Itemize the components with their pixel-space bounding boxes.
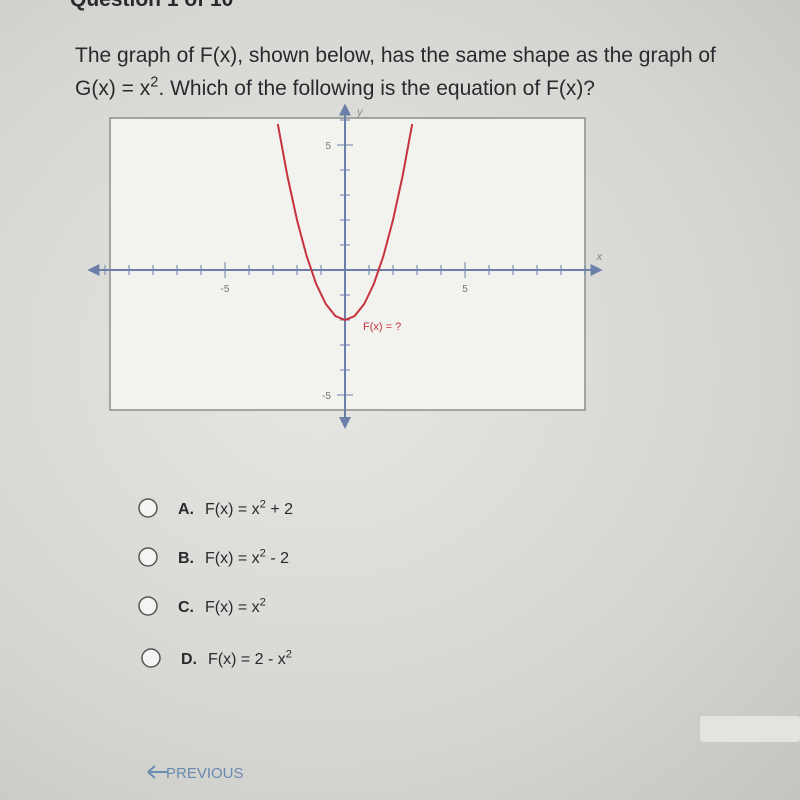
text-part: F(x) = x	[205, 550, 260, 567]
graph-frame	[109, 117, 586, 411]
y-tick-label: -5	[322, 391, 331, 402]
option-text: F(x) = x2	[205, 597, 266, 616]
radio-button[interactable]	[138, 547, 158, 567]
superscript: 2	[260, 499, 266, 511]
text-part: F(x) = 2 - x	[208, 651, 286, 668]
curve	[276, 123, 414, 322]
radio-button[interactable]	[138, 498, 158, 518]
option-letter: C.	[178, 599, 194, 616]
x-axis-label: x	[596, 251, 603, 263]
superscript: 2	[286, 649, 292, 661]
text-part: . Which of the following is the equation…	[158, 77, 595, 100]
text-part: F(x) = x	[205, 599, 260, 616]
radio-button[interactable]	[141, 648, 161, 668]
text-part: - 2	[266, 550, 289, 567]
question-line: The graph of F(x), shown below, has the …	[75, 44, 716, 67]
x-tick-label: -5	[221, 284, 230, 295]
option-text: F(x) = x2 + 2	[205, 499, 293, 518]
option-text: F(x) = x2 - 2	[205, 548, 289, 567]
header-title: Question 1 of 10	[70, 0, 233, 11]
y-tick-label: 5	[325, 141, 331, 152]
curve-label: F(x) = ?	[363, 321, 401, 333]
option-letter: D.	[181, 651, 197, 668]
text-part: F(x) = x	[205, 501, 260, 518]
radio-button[interactable]	[138, 596, 158, 616]
previous-arrow[interactable]	[147, 765, 168, 779]
option-letter: B.	[178, 550, 194, 567]
option-letter: A.	[178, 501, 194, 518]
previous-button[interactable]: PREVIOUS	[166, 765, 244, 782]
text-part: G(x) = x	[75, 77, 151, 100]
submit-button[interactable]	[700, 716, 800, 742]
superscript: 2	[260, 597, 266, 609]
superscript: 2	[260, 548, 266, 560]
superscript: 2	[150, 75, 158, 91]
y-axis-label: y	[356, 107, 364, 119]
x-tick-label: 5	[462, 284, 468, 295]
question-line: G(x) = x2. Which of the following is the…	[75, 75, 595, 100]
text-part: + 2	[266, 501, 293, 518]
option-text: F(x) = 2 - x2	[208, 649, 292, 668]
